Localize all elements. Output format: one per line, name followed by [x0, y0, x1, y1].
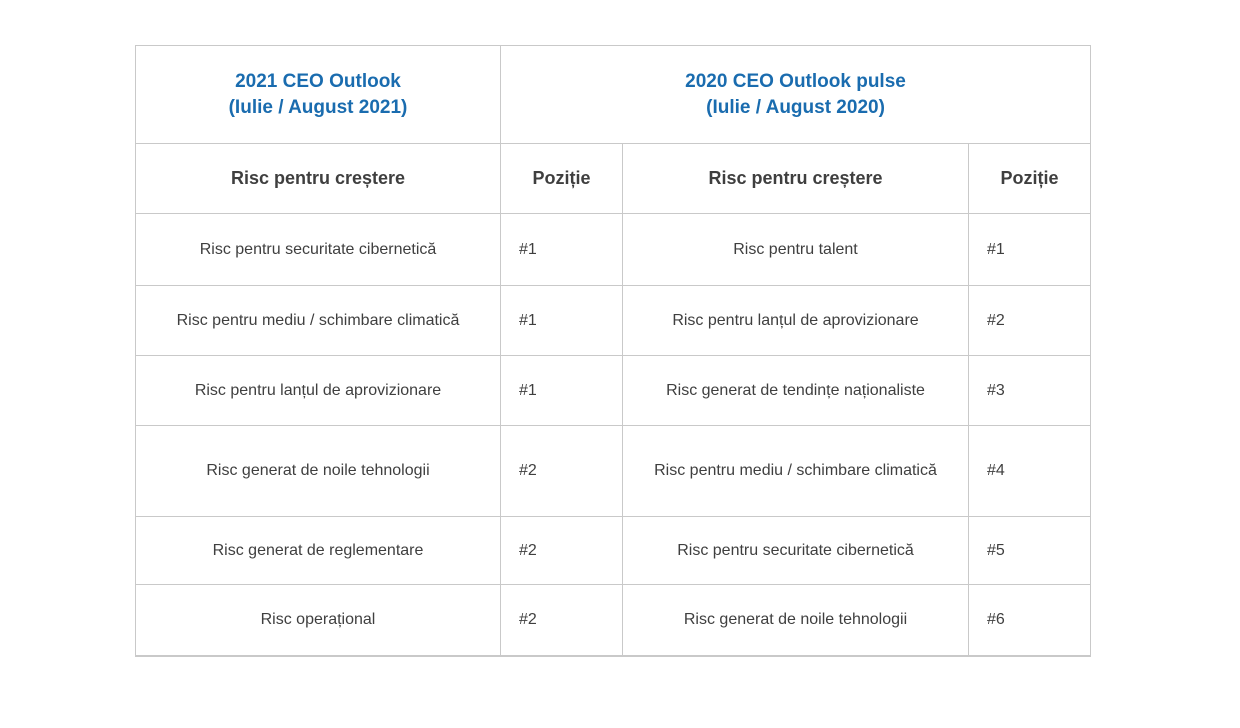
column-header-position-2020: Poziție: [967, 143, 1092, 214]
table-row: Risc generat de noile tehnologii #2 Risc…: [135, 425, 1092, 517]
risk-cell-2020: Risc pentru securitate cibernetică: [622, 516, 969, 585]
risk-cell-2020: Risc generat de tendințe naționaliste: [622, 355, 969, 426]
risk-cell-2021: Risc pentru lanțul de aprovizionare: [135, 355, 501, 426]
table-row: Risc pentru lanțul de aprovizionare #1 R…: [135, 355, 1092, 426]
column-header-risk-2020: Risc pentru creștere: [622, 143, 969, 214]
position-cell-2021: #1: [500, 213, 623, 286]
risk-cell-2021: Risc pentru mediu / schimbare climatică: [135, 285, 501, 356]
position-cell-2020: #1: [967, 213, 1092, 286]
column-header-position-2021: Poziție: [500, 143, 623, 214]
risk-cell-2020: Risc pentru lanțul de aprovizionare: [622, 285, 969, 356]
position-cell-2021: #1: [500, 355, 623, 426]
group-title-2021: 2021 CEO Outlook (Iulie / August 2021): [135, 45, 501, 144]
column-header-row: Risc pentru creștere Poziție Risc pentru…: [135, 143, 1092, 214]
risk-cell-2021: Risc operațional: [135, 584, 501, 656]
position-cell-2020: #3: [967, 355, 1092, 426]
group-title-2020: 2020 CEO Outlook pulse (Iulie / August 2…: [499, 45, 1092, 144]
risk-cell-2021: Risc pentru securitate cibernetică: [135, 213, 501, 286]
position-cell-2021: #2: [500, 425, 623, 517]
risk-cell-2020: Risc pentru mediu / schimbare climatică: [622, 425, 969, 517]
position-cell-2020: #2: [967, 285, 1092, 356]
position-cell-2020: #5: [967, 516, 1092, 585]
risk-cell-2020: Risc generat de noile tehnologii: [622, 584, 969, 656]
position-cell-2020: #4: [967, 425, 1092, 517]
position-cell-2021: #2: [500, 584, 623, 656]
risk-cell-2021: Risc generat de noile tehnologii: [135, 425, 501, 517]
table-row: Risc pentru securitate cibernetică #1 Ri…: [135, 213, 1092, 286]
position-cell-2021: #1: [500, 285, 623, 356]
group-header-row: 2021 CEO Outlook (Iulie / August 2021) 2…: [135, 45, 1092, 144]
risk-cell-2020: Risc pentru talent: [622, 213, 969, 286]
table-row: Risc pentru mediu / schimbare climatică …: [135, 285, 1092, 356]
group-title-2020-line1: 2020 CEO Outlook pulse: [685, 71, 906, 93]
table-row: Risc operațional #2 Risc generat de noil…: [135, 584, 1092, 656]
group-title-2021-line2: (Iulie / August 2021): [228, 96, 408, 118]
position-cell-2020: #6: [967, 584, 1092, 656]
table-row: Risc generat de reglementare #2 Risc pen…: [135, 516, 1092, 585]
column-header-risk-2021: Risc pentru creștere: [135, 143, 501, 214]
group-title-2021-line1: 2021 CEO Outlook: [235, 71, 401, 93]
risk-cell-2021: Risc generat de reglementare: [135, 516, 501, 585]
ceo-outlook-comparison-table: 2021 CEO Outlook (Iulie / August 2021) 2…: [135, 45, 1092, 657]
position-cell-2021: #2: [500, 516, 623, 585]
group-title-2020-line2: (Iulie / August 2020): [706, 96, 885, 118]
